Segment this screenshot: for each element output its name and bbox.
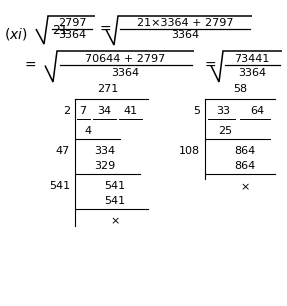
Text: 3364: 3364 — [238, 68, 266, 78]
Text: 47: 47 — [56, 146, 70, 156]
Text: 108: 108 — [179, 146, 200, 156]
Text: 64: 64 — [250, 106, 264, 116]
Text: =: = — [24, 59, 36, 73]
Text: =: = — [99, 23, 111, 37]
Text: 271: 271 — [97, 84, 119, 94]
Text: 33: 33 — [216, 106, 230, 116]
Text: =: = — [204, 59, 216, 73]
Text: 334: 334 — [94, 146, 116, 156]
Text: 5: 5 — [193, 106, 200, 116]
Text: 864: 864 — [234, 146, 256, 156]
Text: 2: 2 — [63, 106, 70, 116]
Text: ×: × — [240, 182, 250, 192]
Text: ×: × — [110, 216, 120, 226]
Text: 541: 541 — [104, 181, 126, 191]
Text: 21×3364 + 2797: 21×3364 + 2797 — [137, 18, 233, 28]
Text: 3364: 3364 — [111, 68, 139, 78]
Text: 541: 541 — [49, 181, 70, 191]
Text: 2797: 2797 — [58, 18, 86, 28]
Text: 3364: 3364 — [171, 30, 199, 40]
Text: 4: 4 — [84, 126, 92, 136]
Text: 329: 329 — [94, 161, 116, 171]
Text: 34: 34 — [97, 106, 111, 116]
Text: 70644 + 2797: 70644 + 2797 — [85, 54, 165, 64]
Text: 7: 7 — [79, 106, 87, 116]
Text: $(xi)$: $(xi)$ — [4, 26, 28, 42]
Text: 73441: 73441 — [234, 54, 270, 64]
Text: 3364: 3364 — [58, 30, 86, 40]
Text: 25: 25 — [218, 126, 232, 136]
Text: 541: 541 — [104, 196, 126, 206]
Text: 864: 864 — [234, 161, 256, 171]
Text: 41: 41 — [123, 106, 137, 116]
Text: 58: 58 — [233, 84, 247, 94]
Text: 21: 21 — [52, 24, 68, 36]
